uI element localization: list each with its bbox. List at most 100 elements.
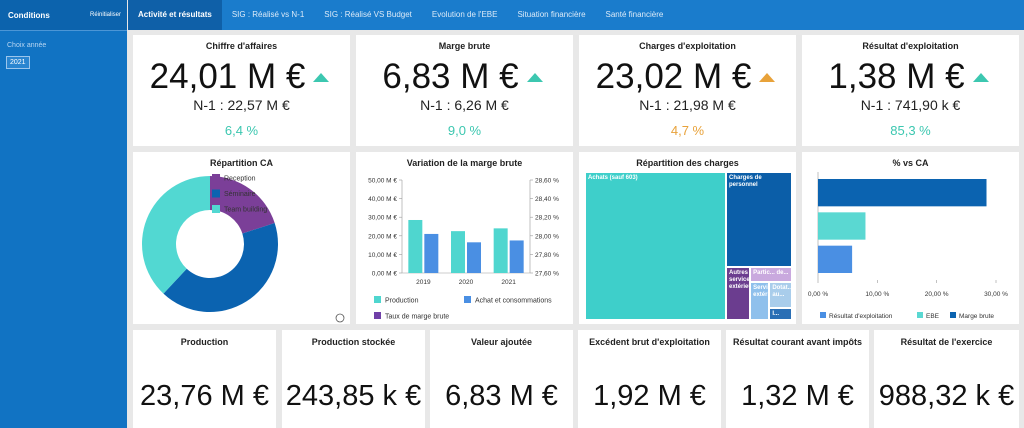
card-value: 988,32 k € (878, 380, 1015, 412)
kpi-value: 1,38 M € (828, 57, 965, 96)
card-title: Production stockée (311, 337, 396, 347)
legend-label: Production (385, 298, 419, 305)
card-value: 23,76 M € (140, 380, 269, 412)
legend-swatch (212, 174, 220, 182)
kpi-change: 85,3 % (890, 123, 931, 138)
kpi-card: Marge brute 6,83 M € N-1 : 6,26 M € 9,0 % (356, 35, 573, 146)
legend-label: Taux de marge brute (385, 314, 449, 321)
trend-arrow (972, 73, 989, 82)
x-tick-label: 30,00 % (984, 291, 1008, 298)
legend-label: Achat et consommations (475, 298, 552, 305)
y-tick-label: 20,00 M € (368, 233, 397, 240)
y-tick-label: 40,00 M € (368, 196, 397, 203)
y2-tick-label: 28,40 % (535, 196, 559, 203)
bar (467, 242, 481, 273)
trend-arrow-shape (526, 73, 543, 82)
treemap-label: Dotat... au... (772, 284, 792, 298)
bar (509, 240, 524, 273)
legend-swatch (950, 312, 956, 318)
kpi-title: Résultat d'exploitation (862, 41, 959, 51)
donut-slice (210, 176, 275, 234)
card-value: 6,83 M € (445, 380, 558, 412)
sidebar-header: Conditions Réinitialiser (0, 0, 127, 31)
treemap-label: Services extérieurs (753, 284, 768, 298)
chart-card: Répartition des charges Achats (sauf 603)… (579, 152, 796, 324)
legend-swatch (212, 205, 220, 213)
kpi-card: Résultat d'exploitation 1,38 M € N-1 : 741… (802, 35, 1019, 146)
chart: 0,00 % 10,00 % 20,00 % 30,00 % Résultat d'ex… (808, 172, 1008, 320)
y-tick-label: 50,00 M € (368, 178, 397, 185)
legend-label: EBE (926, 313, 940, 320)
tab-bar: Activité et résultats SIG : Réalisé vs N-… (128, 0, 1024, 30)
y-tick-label: 30,00 M € (368, 215, 397, 222)
tab[interactable]: Santé financière (605, 10, 664, 19)
kpi-title: Charges d'exploitation (639, 41, 736, 51)
card-title: Résultat courant avant impôts (732, 337, 863, 347)
card-value: 1,32 M € (741, 380, 854, 412)
treemap-cell: Charges de personnel (726, 172, 792, 268)
y-tick-label: 10,00 M € (368, 252, 397, 259)
card-title: Excédent brut d'exploitation (589, 337, 710, 347)
y2-tick-label: 28,20 % (535, 215, 559, 222)
trend-arrow (526, 73, 543, 82)
treemap-cell: Achats (sauf 603) (585, 172, 726, 320)
kpi-change: 9,0 % (447, 123, 482, 138)
legend-label: Marge brute (959, 313, 994, 320)
y2-tick-label: 27,80 % (535, 252, 559, 259)
legend-swatch (212, 189, 220, 198)
treemap-label: Autres services extérieurs (729, 270, 750, 291)
y-tick-label: 0,00 M € (372, 271, 398, 278)
treemap-cell: Partic... de... (750, 267, 792, 282)
trend-arrow-shape (972, 73, 989, 82)
legend-label: Résultat d'exploitation (829, 313, 893, 320)
value-card: Résultat courant avant impôts 1,32 M € (726, 330, 869, 428)
legend-swatch (464, 296, 471, 303)
kpi-value-row: 1,38 M € (802, 57, 1019, 97)
y2-tick-label: 28,00 % (535, 233, 559, 240)
bar (408, 219, 423, 273)
x-tick-label: 2019 (416, 279, 431, 286)
trend-arrow (313, 73, 330, 82)
treemap-label: Achats (sauf 603) (588, 175, 638, 181)
chart-title: Variation de la marge brute (406, 158, 523, 168)
treemap-label: I... (772, 311, 779, 318)
chart-title: Répartition CA (210, 158, 273, 168)
reset-button[interactable]: Réinitialiser (90, 12, 122, 18)
tab[interactable]: Activité et résultats (128, 0, 222, 30)
card-title: Valeur ajoutée (470, 337, 533, 347)
tab[interactable]: SIG : Réalisé vs N-1 (231, 10, 305, 19)
kpi-previous: N-1 : 22,57 M € (193, 97, 290, 113)
kpi-change: 4,7 % (670, 123, 705, 138)
tab[interactable]: Situation financière (517, 10, 586, 19)
treemap-cell: Dotat... au... (769, 281, 792, 309)
kpi-value: 6,83 M € (382, 57, 519, 96)
trend-arrow-shape (313, 73, 330, 82)
chart: 0,00 M € 10,00 M € 20,00 M € 30,00 M € 40,00… (368, 178, 559, 321)
chart-card: % vs CA 0,00 % 10,00 % 20,00 % 30,00 % Résult… (802, 152, 1019, 324)
kpi-title: Chiffre d'affaires (205, 41, 278, 51)
card-value: 1,92 M € (593, 380, 706, 412)
card-title: Production (180, 337, 229, 347)
value-card: Valeur ajoutée 6,83 M € (430, 330, 573, 428)
tab[interactable]: Evolution de l'EBE (431, 10, 498, 19)
kpi-previous: N-1 : 21,98 M € (639, 97, 736, 113)
chart-card: Variation de la marge brute 0,00 M € 10,00… (356, 152, 573, 324)
legend-label: Reception (224, 176, 256, 183)
kpi-value-row: 24,01 M € (133, 57, 350, 97)
kpi-change: 6,4 % (224, 123, 259, 138)
filter-label: Choix année (7, 42, 47, 49)
filter-value[interactable]: 2021 (6, 56, 30, 69)
kpi-value: 23,02 M € (595, 57, 752, 96)
x-tick-label: 10,00 % (865, 291, 889, 298)
card-value: 243,85 k € (285, 380, 422, 412)
tab[interactable]: SIG : Réalisé VS Budget (324, 10, 412, 19)
x-tick-label: 0,00 % (808, 291, 828, 298)
treemap-cell: I... (769, 308, 792, 320)
kpi-card: Charges d'exploitation 23,02 M € N-1 : 21,… (579, 35, 796, 146)
trend-arrow-shape (759, 73, 776, 82)
kpi-title: Marge brute (438, 41, 491, 51)
value-card: Résultat de l'exercice 988,32 k € (874, 330, 1019, 428)
x-tick-label: 20,00 % (925, 291, 949, 298)
chart-title: Répartition des charges (636, 158, 739, 168)
